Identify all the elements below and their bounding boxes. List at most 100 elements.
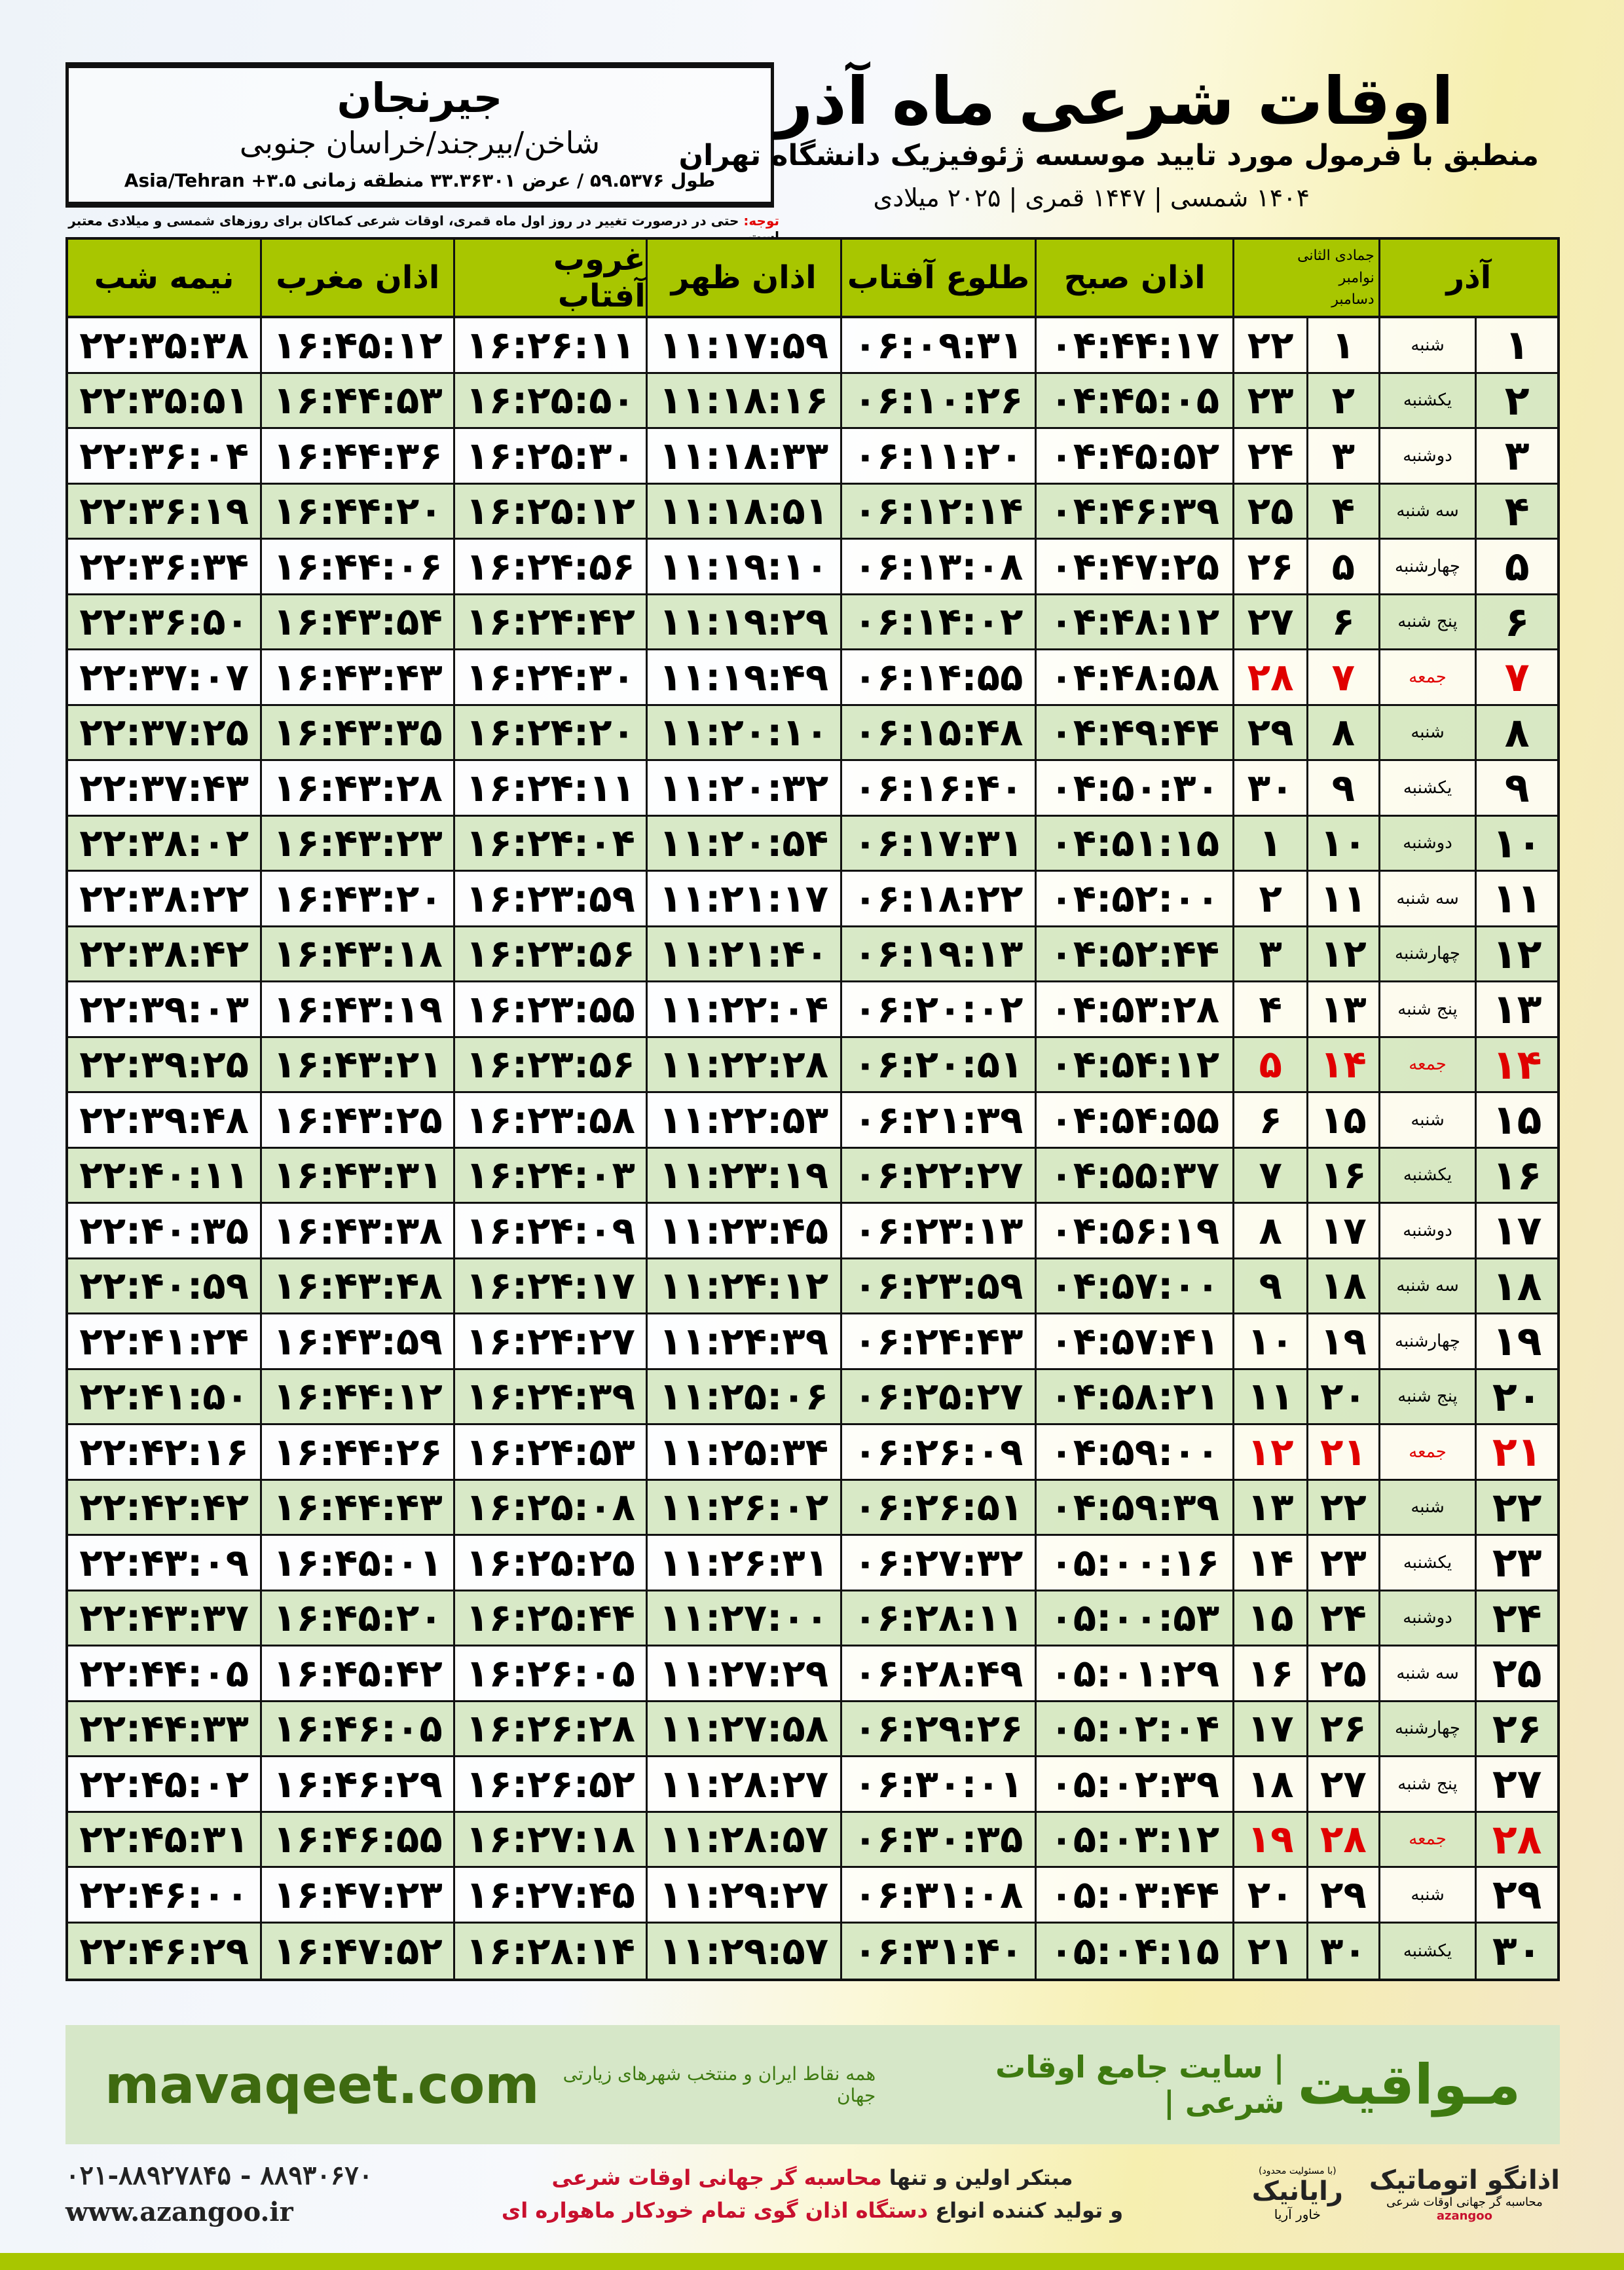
day-number: ۱	[1475, 318, 1557, 372]
zohr-time: ۱۱:۲۹:۵۷	[645, 1923, 840, 1979]
bottom-accent-bar	[0, 2253, 1624, 2270]
subh-time: ۰۴:۴۴:۱۷	[1035, 318, 1232, 372]
weekday: پنج شنبه	[1378, 595, 1475, 648]
site-link[interactable]: mavaqeet.com	[105, 2054, 540, 2115]
tolu-time: ۰۶:۱۵:۴۸	[840, 705, 1035, 759]
zohr-time: ۱۱:۲۰:۵۴	[645, 816, 840, 870]
weekday: جمعه	[1378, 650, 1475, 704]
hijri-day: ۲۵	[1306, 1647, 1378, 1700]
maghrib-time: ۱۶:۴۳:۲۱	[260, 1037, 453, 1091]
zohr-time: ۱۱:۲۰:۱۰	[645, 705, 840, 759]
weekday: شنبه	[1378, 1868, 1475, 1922]
maghrib-time: ۱۶:۴۴:۲۰	[260, 484, 453, 538]
nimeh-time: ۲۲:۳۷:۴۳	[79, 765, 249, 810]
greg-day: ۸	[1232, 1204, 1306, 1257]
nimeh-time: ۲۲:۳۶:۳۴	[79, 544, 249, 589]
zohr-time: ۱۱:۲۴:۱۲	[645, 1259, 840, 1312]
tolu-time: ۰۶:۱۱:۲۰	[840, 429, 1035, 483]
nimeh-time: ۲۲:۴۰:۵۹	[79, 1263, 249, 1309]
subh-time: ۰۵:۰۱:۲۹	[1035, 1647, 1232, 1700]
col-month: آذر	[1378, 240, 1557, 316]
day-number: ۹	[1475, 761, 1557, 815]
hijri-day: ۱۶	[1306, 1148, 1378, 1202]
table-row: ۱۷ دوشنبه ۱۷ ۸ ۰۴:۵۶:۱۹ ۰۶:۲۳:۱۳ ۱۱:۲۳:۴۵ ۱۶:۲۴…	[68, 1204, 1557, 1259]
weekday: دوشنبه	[1378, 816, 1475, 870]
ghurub-time: ۱۶:۲۳:۵۸	[453, 1093, 645, 1147]
nimeh-time: ۲۲:۳۹:۲۵	[79, 1042, 249, 1087]
note-text: حتی در درصورت تغییر در روز اول ماه قمری،…	[68, 213, 779, 244]
day-number: ۷	[1475, 650, 1557, 704]
tolu-time: ۰۶:۲۹:۲۶	[840, 1702, 1035, 1755]
table-row: ۲ یکشنبه ۲ ۲۳ ۰۴:۴۵:۰۵ ۰۶:۱۰:۲۶ ۱۱:۱۸:۱۶ ۱۶:۲۵:…	[68, 373, 1557, 429]
day-number: ۱۳	[1475, 982, 1557, 1036]
ghurub-time: ۱۶:۲۳:۵۹	[453, 872, 645, 925]
tolu-time: ۰۶:۲۴:۴۳	[840, 1314, 1035, 1368]
hijri-day: ۲۶	[1306, 1702, 1378, 1755]
nimeh-time: ۲۲:۴۳:۰۹	[79, 1540, 249, 1585]
azangoo-logo-text: اذانگو اتوماتیک	[1369, 2165, 1560, 2195]
subh-time: ۰۵:۰۰:۱۶	[1035, 1536, 1232, 1590]
greg-day: ۲	[1232, 872, 1306, 925]
weekday: چهارشنبه	[1378, 1314, 1475, 1368]
weekday: شنبه	[1378, 705, 1475, 759]
ghurub-time: ۱۶:۲۵:۱۲	[453, 484, 645, 538]
table-row: ۱۶ یکشنبه ۱۶ ۷ ۰۴:۵۵:۳۷ ۰۶:۲۲:۲۷ ۱۱:۲۳:۱۹ ۱۶:۲۴…	[68, 1148, 1557, 1204]
col-hijri-label: جمادی الثانی	[1297, 248, 1375, 264]
zohr-time: ۱۱:۲۸:۵۷	[645, 1812, 840, 1866]
subh-time: ۰۴:۴۵:۰۵	[1035, 373, 1232, 427]
table-row: ۸ شنبه ۸ ۲۹ ۰۴:۴۹:۴۴ ۰۶:۱۵:۴۸ ۱۱:۲۰:۱۰ ۱۶:۲۴:۲۰…	[68, 705, 1557, 761]
ghurub-time: ۱۶:۲۶:۰۵	[453, 1647, 645, 1700]
weekday: دوشنبه	[1378, 1204, 1475, 1257]
maghrib-time: ۱۶:۴۵:۴۲	[260, 1647, 453, 1700]
promo-2b: دستگاه اذان گوی تمام خودکار ماهواره ای	[501, 2198, 929, 2223]
zohr-time: ۱۱:۲۶:۰۲	[645, 1480, 840, 1534]
greg-day: ۱۸	[1232, 1757, 1306, 1811]
tolu-time: ۰۶:۱۴:۵۵	[840, 650, 1035, 704]
nimeh-time: ۲۲:۴۱:۲۴	[79, 1318, 249, 1364]
nimeh-time: ۲۲:۴۴:۰۵	[79, 1650, 249, 1696]
table-row: ۶ پنج شنبه ۶ ۲۷ ۰۴:۴۸:۱۲ ۰۶:۱۴:۰۲ ۱۱:۱۹:۲۹ ۱۶:۲…	[68, 595, 1557, 650]
table-header: آذر جمادی الثانی نوامبر دسامبر اذان صبح …	[68, 240, 1557, 318]
ghurub-time: ۱۶:۲۵:۴۴	[453, 1591, 645, 1645]
zohr-time: ۱۱:۲۲:۵۳	[645, 1093, 840, 1147]
azangoo-link[interactable]: www.azangoo.ir	[65, 2197, 293, 2227]
ghurub-time: ۱۶:۲۳:۵۵	[453, 982, 645, 1036]
weekday: یکشنبه	[1378, 761, 1475, 815]
ghurub-time: ۱۶:۲۳:۵۶	[453, 1037, 645, 1091]
ghurub-time: ۱۶:۲۶:۱۱	[453, 318, 645, 372]
zohr-time: ۱۱:۱۹:۱۰	[645, 540, 840, 593]
weekday: یکشنبه	[1378, 373, 1475, 427]
ghurub-time: ۱۶:۲۴:۵۳	[453, 1425, 645, 1479]
maghrib-time: ۱۶:۴۴:۳۶	[260, 429, 453, 483]
tolu-time: ۰۶:۲۶:۵۱	[840, 1480, 1035, 1534]
subh-time: ۰۵:۰۲:۰۴	[1035, 1702, 1232, 1755]
promo-1b: محاسبه گر جهانی اوقات شرعی	[551, 2165, 882, 2190]
day-number: ۵	[1475, 540, 1557, 593]
promo-text: مبتکر اولین و تنها محاسبه گر جهانی اوقات…	[502, 2161, 1123, 2227]
table-row: ۴ سه شنبه ۴ ۲۵ ۰۴:۴۶:۳۹ ۰۶:۱۲:۱۴ ۱۱:۱۸:۵۱ ۱۶:۲۵…	[68, 484, 1557, 540]
ghurub-time: ۱۶:۲۸:۱۴	[453, 1923, 645, 1979]
greg-day: ۲۲	[1232, 318, 1306, 372]
year-line: ۱۴۰۴ شمسی | ۱۴۴۷ قمری | ۲۰۲۵ میلادی	[873, 183, 1310, 212]
location-box: جیرنجان شاخن/بیرجند/خراسان جنوبی طول ۵۹.…	[65, 62, 774, 208]
col-subh: اذان صبح	[1035, 240, 1232, 316]
maghrib-time: ۱۶:۴۵:۰۱	[260, 1536, 453, 1590]
zohr-time: ۱۱:۲۲:۰۴	[645, 982, 840, 1036]
maghrib-time: ۱۶:۴۳:۲۸	[260, 761, 453, 815]
subh-time: ۰۴:۵۸:۲۱	[1035, 1369, 1232, 1423]
nimeh-time: ۲۲:۳۸:۴۲	[79, 931, 249, 977]
hijri-day: ۲۹	[1306, 1868, 1378, 1922]
hijri-day: ۶	[1306, 595, 1378, 648]
weekday: جمعه	[1378, 1037, 1475, 1091]
table-row: ۲۶ چهارشنبه ۲۶ ۱۷ ۰۵:۰۲:۰۴ ۰۶:۲۹:۲۶ ۱۱:۲۷:۵۸ ۱۶…	[68, 1702, 1557, 1757]
greg-day: ۲۵	[1232, 484, 1306, 538]
maghrib-time: ۱۶:۴۳:۱۹	[260, 982, 453, 1036]
weekday: سه شنبه	[1378, 1259, 1475, 1312]
ghurub-time: ۱۶:۲۴:۲۰	[453, 705, 645, 759]
nimeh-time: ۲۲:۳۸:۰۲	[79, 821, 249, 866]
maghrib-time: ۱۶:۴۳:۳۵	[260, 705, 453, 759]
day-number: ۱۹	[1475, 1314, 1557, 1368]
ghurub-time: ۱۶:۲۴:۳۹	[453, 1369, 645, 1423]
maghrib-time: ۱۶:۴۳:۳۱	[260, 1148, 453, 1202]
greg-day: ۲۳	[1232, 373, 1306, 427]
